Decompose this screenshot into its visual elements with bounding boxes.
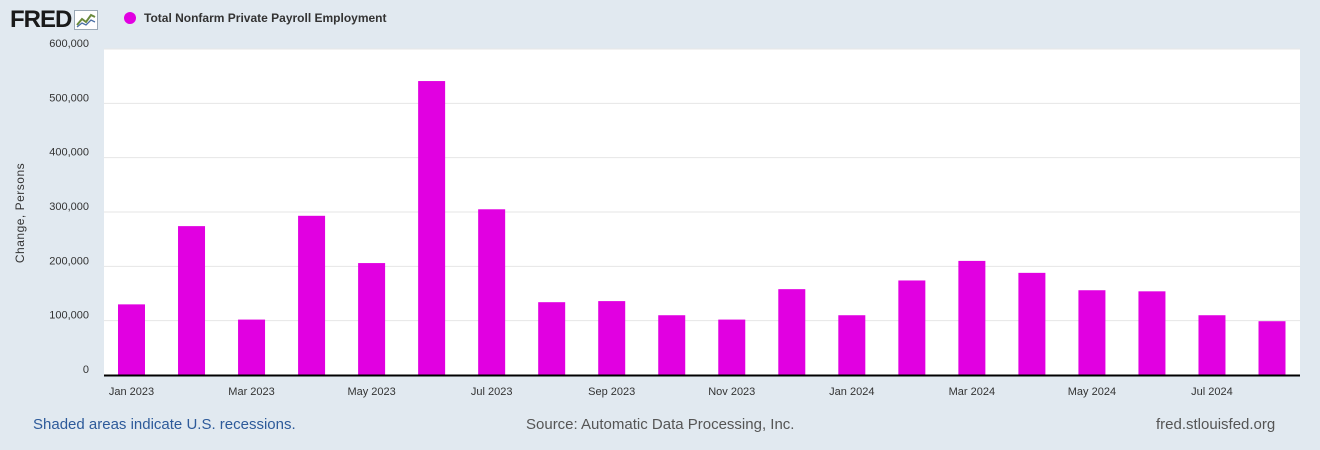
legend-label: Total Nonfarm Private Payroll Employment	[144, 11, 387, 25]
bar	[598, 301, 626, 375]
x-tick-label: Jul 2023	[471, 386, 513, 398]
bar	[1018, 272, 1046, 375]
source-text: Source: Automatic Data Processing, Inc.	[526, 416, 795, 433]
bar	[898, 280, 926, 375]
bar	[1198, 315, 1226, 375]
y-tick-label: 100,000	[49, 310, 89, 322]
bar	[658, 315, 686, 375]
bar	[1258, 321, 1286, 375]
bar	[118, 304, 145, 375]
fred-logo-graph-icon	[74, 10, 99, 30]
x-tick-label: Mar 2024	[949, 386, 995, 398]
x-tick-label: Mar 2023	[228, 386, 274, 398]
bar	[538, 302, 566, 375]
x-tick-label: Jan 2024	[829, 386, 874, 398]
bar	[238, 319, 266, 375]
x-tick-label: Sep 2023	[588, 386, 635, 398]
fred-logo[interactable]: FRED	[10, 6, 72, 33]
y-tick-label: 400,000	[49, 147, 89, 159]
site-url[interactable]: fred.stlouisfed.org	[1156, 416, 1276, 433]
bar	[298, 215, 326, 375]
bar	[1138, 291, 1166, 375]
x-tick-label: Jan 2023	[109, 386, 154, 398]
bar	[838, 315, 866, 375]
bar	[178, 226, 206, 375]
bar	[478, 209, 506, 375]
bar	[1078, 290, 1106, 375]
x-tick-label: Jul 2024	[1191, 386, 1233, 398]
recession-note-link[interactable]: Shaded areas indicate U.S. recessions.	[33, 416, 296, 433]
chart-legend: Total Nonfarm Private Payroll Employment	[124, 11, 387, 25]
x-tick-label: May 2023	[347, 386, 395, 398]
fred-header: FRED	[10, 6, 99, 33]
x-tick-label: Nov 2023	[708, 386, 755, 398]
bar	[958, 260, 986, 375]
x-tick-label: May 2024	[1068, 386, 1116, 398]
bar	[718, 319, 746, 375]
y-tick-label: 200,000	[49, 255, 89, 267]
bar-chart: 0 100,000 200,000 300,000 400,000 500,000 600,…	[13, 38, 1300, 398]
y-tick-label: 500,000	[49, 92, 89, 104]
legend-swatch	[124, 12, 136, 24]
y-tick-label: 600,000	[49, 38, 89, 50]
bar	[418, 81, 446, 375]
y-tick-label: 300,000	[49, 201, 89, 213]
y-tick-label: 0	[83, 364, 89, 376]
bar	[778, 289, 806, 375]
bar	[358, 263, 386, 375]
y-axis-label: Change, Persons	[13, 163, 27, 263]
